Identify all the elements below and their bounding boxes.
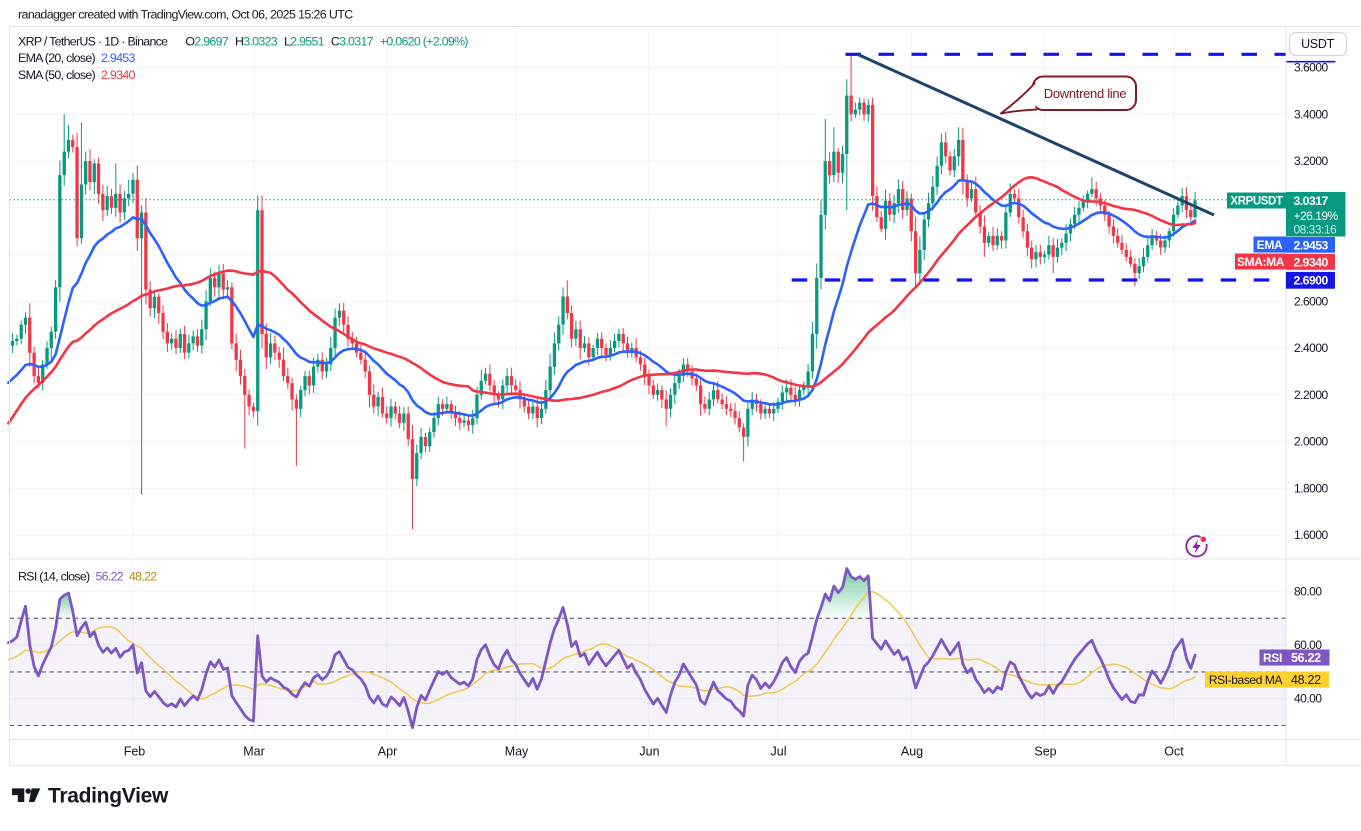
svg-text:2.2000: 2.2000 — [1294, 388, 1329, 402]
svg-text:Oct: Oct — [1164, 745, 1184, 759]
svg-text:2.6900: 2.6900 — [1294, 274, 1329, 288]
svg-text:1.6000: 1.6000 — [1294, 528, 1329, 542]
svg-text:08:33:16: 08:33:16 — [1294, 223, 1338, 237]
svg-text:3.2000: 3.2000 — [1294, 154, 1329, 168]
svg-text:SMA:MA: SMA:MA — [1237, 255, 1285, 269]
svg-text:+26.19%: +26.19% — [1294, 209, 1339, 223]
svg-text:Apr: Apr — [378, 745, 397, 759]
svg-text:48.22: 48.22 — [1291, 673, 1321, 687]
svg-text:60.00: 60.00 — [1294, 638, 1322, 652]
svg-text:Jun: Jun — [639, 745, 659, 759]
svg-text:2.9453: 2.9453 — [1294, 238, 1329, 252]
svg-text:XRPUSDT: XRPUSDT — [1230, 196, 1283, 208]
svg-text:1.8000: 1.8000 — [1294, 481, 1329, 495]
svg-text:3.0317: 3.0317 — [1294, 194, 1329, 208]
svg-text:SMA (50, close)2.9340: SMA (50, close) 2.9340 — [18, 68, 135, 82]
svg-text:Sep: Sep — [1034, 745, 1056, 759]
svg-text:Jul: Jul — [771, 745, 787, 759]
svg-text:3.4000: 3.4000 — [1294, 107, 1329, 121]
svg-text:ranadagger created with Tradin: ranadagger created with TradingView.com,… — [18, 8, 353, 22]
svg-text:RSI: RSI — [1263, 651, 1282, 665]
svg-text:TradingView: TradingView — [48, 785, 169, 808]
svg-text:56.22: 56.22 — [1291, 651, 1321, 665]
svg-text:Mar: Mar — [243, 745, 265, 759]
svg-text:40.00: 40.00 — [1294, 692, 1322, 706]
svg-text:EMA (20, close)2.9453: EMA (20, close) 2.9453 — [18, 51, 135, 65]
svg-text:2.6000: 2.6000 — [1294, 294, 1329, 308]
svg-text:Aug: Aug — [901, 745, 923, 759]
svg-text:2.4000: 2.4000 — [1294, 341, 1329, 355]
svg-text:May: May — [505, 745, 529, 759]
svg-text:80.00: 80.00 — [1294, 584, 1322, 598]
svg-text:USDT: USDT — [1301, 37, 1334, 51]
svg-text:EMA: EMA — [1257, 238, 1283, 252]
svg-text:2.9340: 2.9340 — [1294, 255, 1329, 269]
svg-text:3.6000: 3.6000 — [1294, 61, 1329, 75]
svg-text:RSI-based MA: RSI-based MA — [1209, 673, 1283, 687]
svg-text:2.0000: 2.0000 — [1294, 435, 1329, 449]
svg-text:Downtrend line: Downtrend line — [1044, 86, 1127, 101]
svg-text:Feb: Feb — [124, 745, 146, 759]
